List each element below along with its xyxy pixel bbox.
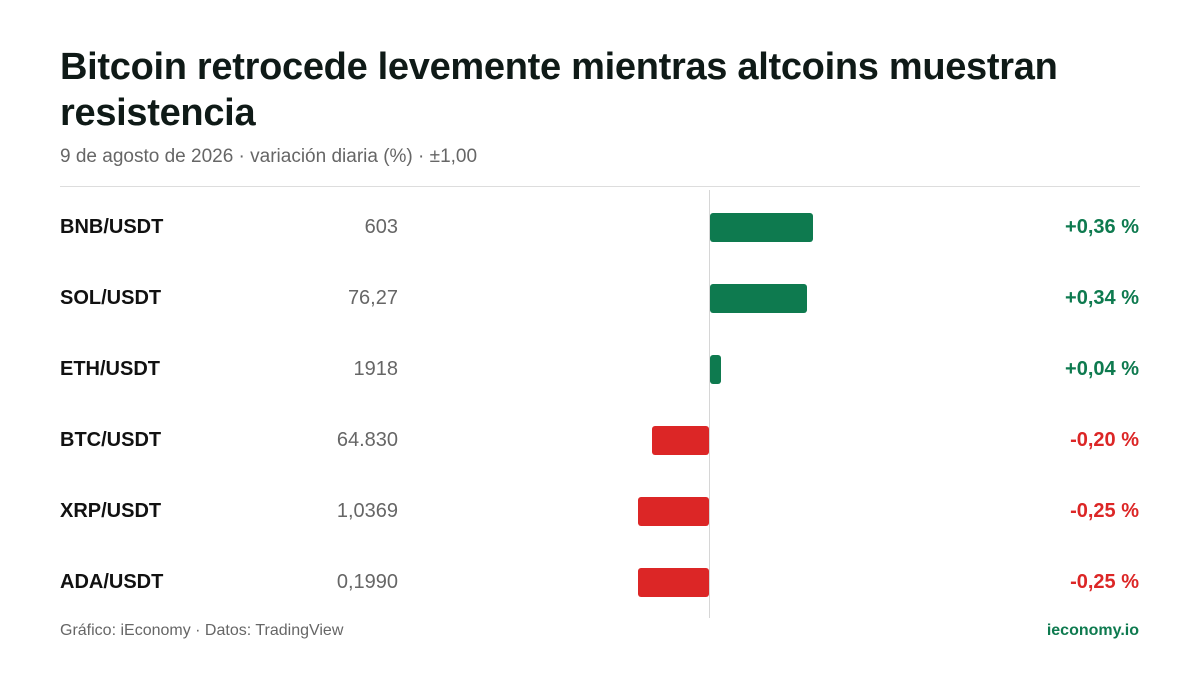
bar [710,284,808,313]
bar [637,497,709,526]
pair-label: ADA/USDT [60,571,164,593]
zero-axis-line [709,190,710,618]
bar [637,568,709,597]
pair-label: BTC/USDT [60,429,162,451]
bar [710,213,813,242]
chart-row: XRP/USDT 1,0369 -0,25 % [0,476,1200,547]
bar [710,355,722,384]
chart-subtitle: 9 de agosto de 2026 · variación diaria (… [60,146,478,167]
price-label: 64.830 [336,429,398,451]
value-label: -0,20 % [1070,429,1139,451]
site-link[interactable]: ieconomy.io [1046,622,1139,639]
value-label: +0,36 % [1065,216,1139,238]
price-label: 0,1990 [336,571,398,593]
price-label: 76,27 [347,287,398,309]
chart-row: ADA/USDT 0,1990 -0,25 % [0,547,1200,618]
price-label: 1918 [353,358,399,380]
chart-rows: BNB/USDT 603 +0,36 % SOL/USDT 76,27 +0,34 % ET… [0,192,1200,618]
pair-label: ETH/USDT [60,358,160,380]
chart-row: ETH/USDT 1918 +0,04 % [0,334,1200,405]
header-divider [60,186,1140,187]
bar [651,426,709,455]
pair-label: BNB/USDT [60,216,164,238]
value-label: -0,25 % [1070,571,1139,593]
value-label: +0,34 % [1065,287,1139,309]
value-label: +0,04 % [1065,358,1139,380]
value-label: -0,25 % [1070,500,1139,522]
pair-label: SOL/USDT [60,287,162,309]
price-label: 603 [364,216,398,238]
chart-title: Bitcoin retrocede levemente mientras alt… [60,46,1058,134]
chart-row: BTC/USDT 64.830 -0,20 % [0,405,1200,476]
chart-row: BNB/USDT 603 +0,36 % [0,192,1200,263]
source-credit: Gráfico: iEconomy · Datos: TradingView [60,622,344,639]
pair-label: XRP/USDT [60,500,162,522]
price-label: 1,0369 [336,500,398,522]
chart-row: SOL/USDT 76,27 +0,34 % [0,263,1200,334]
